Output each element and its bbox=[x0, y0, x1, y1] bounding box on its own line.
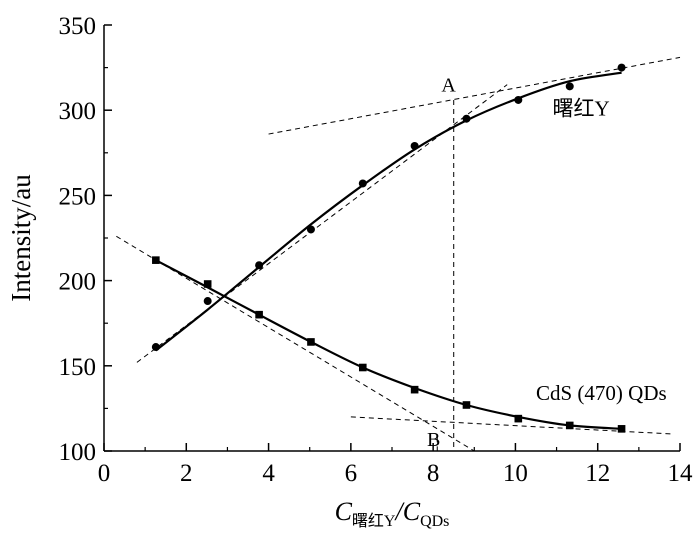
data-point-circle bbox=[306, 225, 315, 234]
fit-curve-series-1 bbox=[155, 71, 622, 352]
data-point-circle bbox=[514, 95, 523, 104]
x-axis-label: C曙红Y/CQDs bbox=[335, 497, 450, 530]
data-point-circle bbox=[203, 297, 212, 306]
y-tick-label: 100 bbox=[59, 439, 97, 466]
tangent-line bbox=[268, 56, 681, 135]
annotation-label: A bbox=[441, 74, 456, 96]
x-tick-label: 8 bbox=[427, 460, 440, 487]
x-tick-label: 6 bbox=[345, 460, 358, 487]
annotation-label: B bbox=[427, 429, 440, 451]
data-point-square bbox=[255, 310, 263, 319]
data-point-circle bbox=[151, 343, 160, 352]
x-label-sub1: 曙红Y bbox=[352, 512, 396, 530]
data-point-square bbox=[358, 363, 367, 372]
annotation-label: CdS (470) QDs bbox=[536, 381, 667, 405]
tangent-lines bbox=[116, 56, 681, 452]
fit-curve-series-2 bbox=[155, 259, 622, 430]
data-point-circle bbox=[410, 141, 419, 150]
data-point-square bbox=[617, 425, 626, 433]
data-point-circle bbox=[462, 114, 471, 123]
data-point-square bbox=[152, 256, 160, 264]
annotation-label: 曙红Y bbox=[552, 96, 609, 120]
data-point-square bbox=[462, 401, 471, 409]
x-label-main: C bbox=[335, 497, 353, 526]
x-tick-label: 12 bbox=[585, 460, 610, 487]
axis-ticks: 0 2 4 6 8 10 12 14 100 150 200 250 300 350 bbox=[59, 13, 694, 487]
x-label-slash: /C bbox=[393, 497, 420, 526]
x-tick-label: 2 bbox=[180, 460, 193, 487]
y-axis-label: Intensity/au bbox=[6, 174, 36, 302]
x-tick-label: 14 bbox=[668, 460, 694, 487]
x-label-sub2: QDs bbox=[420, 513, 449, 530]
tangent-line bbox=[116, 235, 475, 452]
annotations: A B 曙红Y CdS (470) QDs bbox=[427, 74, 667, 450]
y-tick-label: 300 bbox=[59, 98, 97, 125]
y-tick-label: 250 bbox=[59, 183, 97, 210]
data-point-square bbox=[307, 338, 315, 346]
data-point-square bbox=[565, 421, 574, 430]
x-tick-label: 10 bbox=[503, 460, 528, 487]
x-tick-label: 4 bbox=[262, 460, 275, 487]
data-point-square bbox=[514, 414, 523, 423]
data-point-circle bbox=[255, 261, 264, 270]
vertical-markers bbox=[436, 99, 455, 451]
y-tick-label: 350 bbox=[59, 13, 97, 40]
data-markers bbox=[151, 63, 626, 433]
y-tick-label: 150 bbox=[59, 354, 97, 381]
data-point-square bbox=[410, 385, 419, 394]
data-point-circle bbox=[617, 63, 626, 72]
data-point-square bbox=[203, 280, 212, 288]
x-tick-label: 0 bbox=[98, 460, 111, 487]
data-point-circle bbox=[565, 82, 574, 91]
data-point-circle bbox=[358, 179, 367, 188]
y-tick-label: 200 bbox=[59, 269, 97, 296]
fit-curves bbox=[155, 71, 622, 430]
